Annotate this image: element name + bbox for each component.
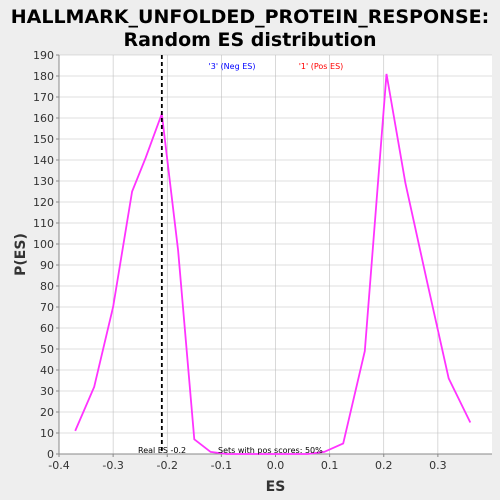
tick-labels: -0.4 -0.3 -0.2 -0.1 0.0 0.1 0.2 0.3 0 10 20 30 40 50 6… bbox=[33, 49, 447, 472]
y-tick-label: 140 bbox=[33, 154, 54, 167]
x-tick-label: -0.3 bbox=[102, 459, 123, 472]
y-tick-label: 70 bbox=[40, 301, 54, 314]
y-tick-label: 90 bbox=[40, 259, 54, 272]
x-tick-label: -0.2 bbox=[157, 459, 178, 472]
y-tick-label: 60 bbox=[40, 322, 54, 335]
y-tick-label: 40 bbox=[40, 364, 54, 377]
y-tick-label: 50 bbox=[40, 343, 54, 356]
y-tick-label: 20 bbox=[40, 406, 54, 419]
x-tick-label: 0.3 bbox=[429, 459, 447, 472]
y-tick-label: 190 bbox=[33, 49, 54, 62]
x-tick-label: -0.4 bbox=[48, 459, 69, 472]
y-tick-label: 30 bbox=[40, 385, 54, 398]
chart-title-line1: HALLMARK_UNFOLDED_PROTEIN_RESPONSE: bbox=[10, 6, 490, 28]
x-axis-title: ES bbox=[266, 479, 286, 495]
es-distribution-line bbox=[74, 73, 472, 455]
legend-neg-label: '3' (Neg ES) bbox=[209, 62, 256, 71]
y-tick-label: 110 bbox=[33, 217, 54, 230]
x-tick-label: 0.0 bbox=[267, 459, 285, 472]
y-tick-label: 160 bbox=[33, 112, 54, 125]
y-axis-title: P(ES) bbox=[13, 233, 29, 276]
y-tick-label: 180 bbox=[33, 70, 54, 83]
y-tick-label: 0 bbox=[47, 448, 54, 461]
grid-lines bbox=[58, 54, 492, 455]
y-tick-label: 10 bbox=[40, 427, 54, 440]
y-tick-label: 120 bbox=[33, 196, 54, 209]
y-tick-label: 170 bbox=[33, 91, 54, 104]
legend-pos-label: '1' (Pos ES) bbox=[299, 62, 344, 71]
y-tick-label: 80 bbox=[40, 280, 54, 293]
series-group bbox=[74, 73, 472, 455]
x-tick-label: 0.2 bbox=[375, 459, 393, 472]
chart-title-line2: Random ES distribution bbox=[123, 29, 377, 51]
y-tick-label: 100 bbox=[33, 238, 54, 251]
x-tick-label: -0.1 bbox=[211, 459, 232, 472]
real-es-label: Real ES -0.2 bbox=[138, 446, 186, 455]
x-tick-label: 0.1 bbox=[321, 459, 339, 472]
y-tick-label: 150 bbox=[33, 133, 54, 146]
pos-scores-label: Sets with pos scores: 50% bbox=[218, 446, 323, 455]
y-tick-label: 130 bbox=[33, 175, 54, 188]
